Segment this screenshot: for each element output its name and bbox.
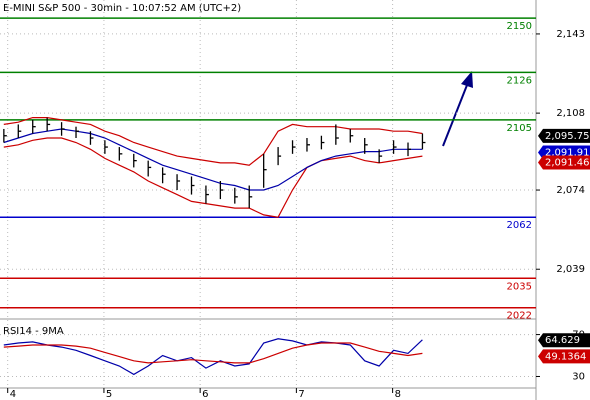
price-tag-label: 2,095.75 <box>545 131 590 142</box>
price-tag-label: 2,091.46 <box>545 158 590 169</box>
price-tag <box>538 333 590 348</box>
x-tick-label: 6 <box>202 389 208 400</box>
rsi-line <box>3 338 423 376</box>
price-tag <box>538 155 590 170</box>
indicator-line <box>3 137 423 218</box>
rsi-line <box>3 342 423 364</box>
y-tick-label: 2,143 <box>556 29 585 40</box>
x-tick-label: 8 <box>395 389 401 400</box>
chart-title: E-MINI S&P 500 - 30min - 10:07:52 AM (UT… <box>3 3 241 14</box>
y-tick-label: 2,108 <box>556 108 585 119</box>
level-label: 2126 <box>507 75 532 86</box>
y-tick-label: 2,074 <box>556 185 585 196</box>
x-tick-label: 4 <box>10 389 16 400</box>
y-tick-label: 30 <box>572 371 585 382</box>
price-tag-label: 2,091.91 <box>545 148 590 159</box>
price-tag-label: 49.1364 <box>545 351 586 362</box>
indicator-line <box>3 128 423 191</box>
level-label: 2150 <box>507 21 532 32</box>
rsi-title: RSI14 - 9MA <box>3 326 64 337</box>
level-label: 2035 <box>507 281 532 292</box>
price-tag <box>538 349 590 364</box>
price-tag-label: 64.629 <box>545 335 580 346</box>
indicator-line <box>3 117 423 166</box>
price-tag <box>538 128 590 143</box>
level-label: 2022 <box>507 311 532 322</box>
level-label: 2062 <box>507 220 532 231</box>
y-tick-label: 2,039 <box>556 264 585 275</box>
level-label: 2105 <box>507 123 532 134</box>
x-tick-label: 7 <box>298 389 304 400</box>
x-tick-label: 5 <box>106 389 112 400</box>
